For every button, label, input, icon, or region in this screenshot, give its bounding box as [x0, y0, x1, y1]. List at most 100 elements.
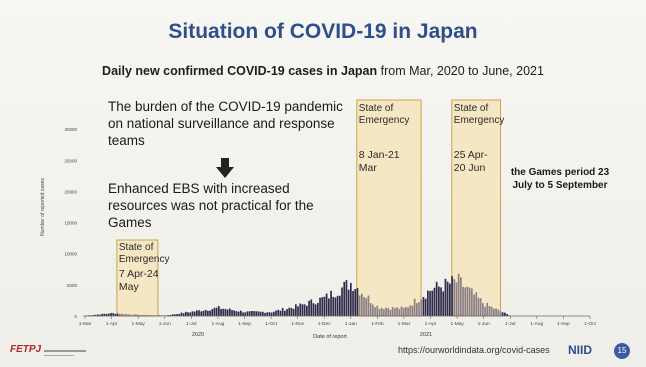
enhanced-ebs-text: Enhanced EBS with increased resources wa…: [108, 181, 314, 230]
daily-case-bar: [110, 312, 112, 316]
x-tick-label: 1-Dec: [318, 321, 331, 327]
state-of-emergency-dates: 7 Apr-24 May: [118, 268, 159, 293]
daily-case-bar: [477, 297, 480, 316]
daily-case-bar: [101, 313, 104, 316]
daily-case-bar: [279, 310, 282, 316]
daily-case-bar: [501, 312, 504, 316]
niid-logo: NIID: [568, 343, 592, 357]
daily-case-bar: [468, 287, 471, 316]
daily-case-bar: [486, 302, 489, 316]
daily-case-bar: [152, 315, 154, 316]
daily-case-bar: [248, 311, 251, 316]
daily-case-bar: [231, 310, 233, 316]
x-tick-label: 1-Aug: [530, 321, 543, 327]
daily-case-bar: [303, 304, 306, 316]
x-tick-label: 1-Feb: [371, 321, 384, 327]
daily-case-bar: [145, 315, 148, 316]
daily-case-bar: [387, 308, 390, 316]
daily-case-bar: [343, 281, 346, 316]
daily-case-bar: [92, 315, 95, 316]
daily-case-bar: [292, 308, 295, 316]
daily-case-bar: [372, 304, 374, 316]
daily-case-bar: [365, 298, 368, 316]
daily-case-bar: [345, 280, 348, 316]
daily-case-bar: [363, 296, 365, 316]
x-tick-label: 1-Mar: [398, 321, 411, 327]
daily-case-bar: [438, 286, 440, 316]
daily-case-bar: [451, 276, 453, 316]
daily-case-bar: [198, 310, 200, 316]
daily-case-bar: [116, 313, 119, 316]
daily-case-bar: [193, 311, 196, 316]
x-tick-label: 1-Jul: [505, 321, 515, 327]
daily-case-bar: [328, 298, 330, 316]
daily-case-bar: [218, 306, 220, 316]
daily-case-bar: [471, 288, 473, 316]
daily-case-bar: [314, 304, 317, 316]
state-of-emergency-band: [356, 99, 422, 317]
daily-case-bar: [220, 308, 222, 316]
daily-case-bar: [308, 300, 310, 316]
daily-case-bar: [297, 306, 299, 316]
daily-case-bar: [506, 313, 508, 316]
daily-case-bar: [435, 281, 438, 316]
daily-case-bar: [442, 291, 445, 316]
daily-case-bar: [187, 312, 189, 316]
daily-case-bar: [405, 307, 407, 316]
daily-case-bar: [180, 312, 183, 316]
daily-case-bar: [229, 308, 231, 316]
daily-case-bar: [385, 307, 387, 316]
daily-case-bar: [233, 310, 236, 316]
daily-case-bar: [310, 299, 313, 316]
subtitle-rest: from Mar, 2020 to June, 2021: [377, 64, 544, 78]
daily-case-bar: [460, 277, 462, 316]
daily-case-bar: [420, 299, 423, 316]
daily-case-bar: [295, 304, 297, 316]
daily-case-bar: [319, 297, 321, 316]
daily-case-bar: [396, 307, 398, 316]
daily-case-bar: [251, 311, 253, 316]
daily-case-bar: [433, 287, 436, 316]
daily-case-bar: [209, 310, 211, 316]
daily-case-bar: [356, 287, 359, 316]
daily-case-bar: [204, 309, 207, 316]
x-tick-label: 1-Jul: [186, 321, 196, 327]
burden-text: The burden of the COVID-19 pandemic on n…: [108, 99, 343, 148]
daily-case-bar: [378, 309, 381, 316]
daily-case-bar: [336, 295, 339, 316]
slide-subtitle: Daily new confirmed COVID-19 cases in Ja…: [0, 64, 646, 78]
daily-case-bar: [497, 309, 500, 316]
daily-case-bar: [493, 308, 495, 316]
daily-case-bar: [361, 293, 363, 316]
daily-case-bar: [112, 313, 115, 316]
daily-case-bar: [211, 309, 214, 316]
daily-case-bar: [312, 303, 315, 316]
daily-case-bar: [119, 313, 121, 316]
x-tick-label: 1-Apr: [425, 321, 437, 327]
x-tick-label: 1-Sep: [557, 321, 570, 327]
daily-case-bar: [226, 309, 229, 316]
daily-case-bar: [339, 295, 341, 316]
daily-case-bar: [167, 315, 170, 316]
logo-divider-2: [44, 355, 74, 356]
daily-case-bar: [455, 282, 458, 316]
daily-case-bar: [191, 311, 194, 316]
daily-case-bar: [495, 308, 497, 316]
daily-case-bar: [427, 290, 429, 316]
daily-case-bar: [264, 312, 266, 316]
down-arrow-icon: [216, 158, 234, 178]
daily-case-bar: [262, 311, 264, 316]
daily-case-bar: [196, 310, 198, 316]
state-of-emergency-band: [116, 239, 159, 317]
daily-case-bar: [411, 305, 414, 316]
daily-case-bar: [444, 278, 447, 316]
year-label: 2021: [420, 332, 432, 338]
daily-case-bar: [301, 304, 304, 316]
y-tick-label: 20000: [64, 189, 77, 194]
daily-case-bar: [334, 297, 337, 316]
daily-case-bar: [130, 314, 132, 316]
x-tick-label: 1-Oct: [584, 321, 596, 327]
daily-case-bar: [242, 312, 244, 316]
y-axis-label: Number of reported cases: [40, 178, 46, 236]
x-tick-label: 1-Oct: [265, 321, 277, 327]
